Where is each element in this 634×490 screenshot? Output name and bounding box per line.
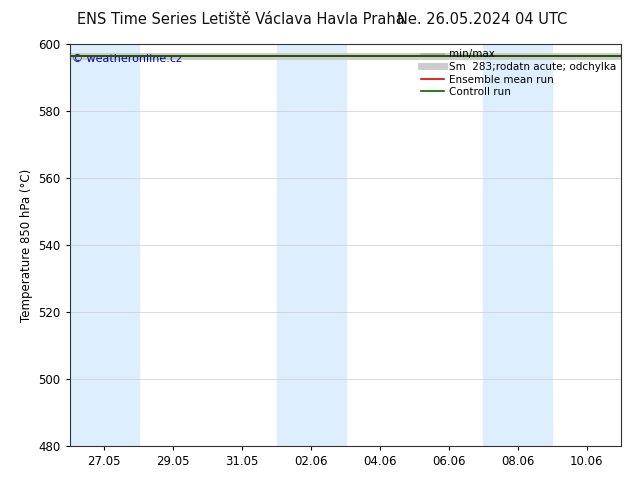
- Y-axis label: Temperature 850 hPa (°C): Temperature 850 hPa (°C): [20, 169, 33, 321]
- Bar: [70, 44, 139, 446]
- Text: © weatheronline.cz: © weatheronline.cz: [72, 54, 183, 64]
- Bar: [276, 44, 346, 446]
- Bar: [483, 44, 552, 446]
- Legend: min/max, Sm  283;rodatn acute; odchylka, Ensemble mean run, Controll run: min/max, Sm 283;rodatn acute; odchylka, …: [418, 47, 618, 99]
- Text: Ne. 26.05.2024 04 UTC: Ne. 26.05.2024 04 UTC: [397, 12, 567, 27]
- Text: ENS Time Series Letiště Václava Havla Praha: ENS Time Series Letiště Václava Havla Pr…: [77, 12, 404, 27]
